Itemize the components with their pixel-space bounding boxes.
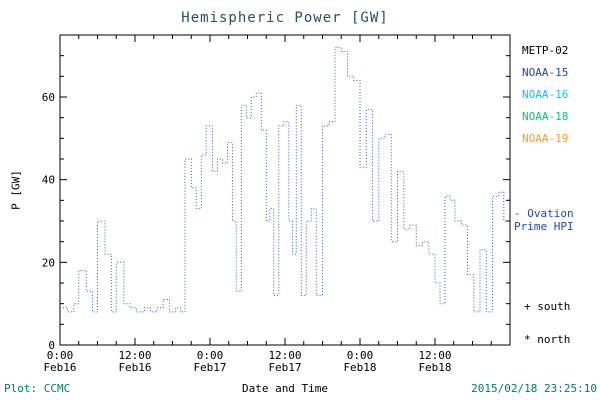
axis-box <box>59 34 511 346</box>
ovation-annotation-line1: - Ovation <box>514 207 574 220</box>
legend-item-metp-02: METP-02 <box>522 44 569 57</box>
hemispheric-power-series <box>60 46 509 313</box>
plot-credit: Plot: CCMC <box>4 382 71 395</box>
x-tick-time-label: 0:00 <box>47 349 74 362</box>
x-tick-time-label: 0:00 <box>197 349 224 362</box>
legend-item-noaa-16: NOAA-16 <box>522 88 569 101</box>
y-tick-label: 20 <box>42 256 55 269</box>
chart-title: Hemispheric Power [GW] <box>181 10 389 26</box>
x-tick-date-label: Feb16 <box>118 361 151 374</box>
y-tick-label: 60 <box>42 91 55 104</box>
legend-item-noaa-18: NOAA-18 <box>522 110 569 123</box>
y-tick-label: 0 <box>48 339 55 352</box>
y-tick-label: 40 <box>42 174 55 187</box>
x-tick-time-label: 0:00 <box>347 349 374 362</box>
north-marker-legend: * north <box>524 333 571 346</box>
south-marker-legend: + south <box>524 300 571 313</box>
ovation-annotation-line2: Prime HPI <box>514 220 574 233</box>
x-axis-title: Date and Time <box>241 382 329 395</box>
x-tick-time-label: 12:00 <box>118 349 151 362</box>
x-tick-date-label: Feb18 <box>418 361 451 374</box>
x-tick-time-label: 12:00 <box>418 349 451 362</box>
x-tick-date-label: Feb17 <box>193 361 226 374</box>
x-tick-time-label: 12:00 <box>268 349 301 362</box>
legend-item-noaa-19: NOAA-19 <box>522 132 569 145</box>
legend-item-noaa-15: NOAA-15 <box>522 66 569 79</box>
x-tick-date-label: Feb17 <box>268 361 301 374</box>
ovation-annotation: - Ovation Prime HPI <box>514 207 574 233</box>
x-tick-date-label: Feb18 <box>343 361 376 374</box>
timestamp: 2015/02/18 23:25:10 <box>471 382 597 395</box>
x-tick-date-label: Feb16 <box>43 361 76 374</box>
legend: METP-02 NOAA-15 NOAA-16 NOAA-18 NOAA-19 <box>522 44 568 145</box>
